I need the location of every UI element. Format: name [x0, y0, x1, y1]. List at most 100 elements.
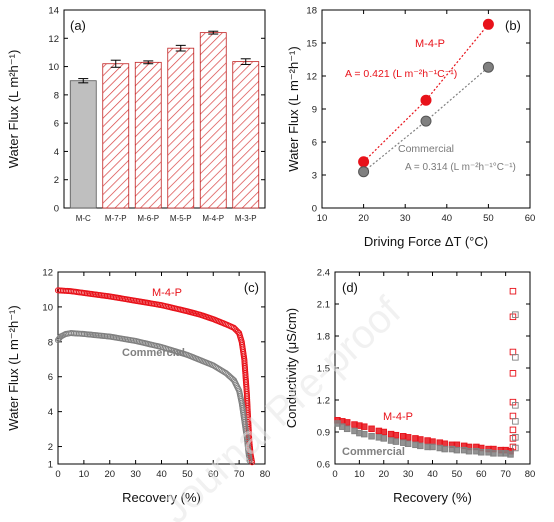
- x-tick-label: 80: [260, 469, 271, 480]
- y-tick-label: 2.1: [317, 300, 330, 311]
- y-tick-label: 6: [48, 372, 53, 383]
- data-point: [417, 436, 424, 443]
- x-category-label: M-3-P: [235, 214, 257, 223]
- panel-d-conductivity-vs-recovery: 0.6 0.9 1.2 1.5 1.8 2.1 2.4 0 10 20 30 40 50 60 70 80 Co…: [284, 268, 535, 506]
- y-tick-label: 3: [312, 171, 317, 182]
- data-point: [490, 450, 497, 457]
- data-point: [392, 438, 400, 445]
- x-tick-label: 0: [332, 469, 337, 480]
- x-axis-label: Recovery (%): [393, 490, 472, 505]
- y-tick-label: 14: [48, 6, 59, 17]
- series-label-commercial: Commercial: [122, 347, 185, 359]
- data-point: [343, 425, 351, 433]
- bar-m-3-p: [232, 61, 260, 209]
- series-label-m4p: M-4-P: [415, 38, 445, 50]
- data-point: [509, 348, 517, 356]
- panel-label: (a): [70, 18, 86, 33]
- x-tick-label: 60: [525, 213, 536, 224]
- data-point: [509, 370, 517, 377]
- panel-label: (d): [342, 280, 358, 295]
- series-label-commercial: Commercial: [342, 446, 405, 458]
- data-point: [358, 156, 370, 168]
- slope-annotation-commercial: A = 0.314 (L m⁻²h⁻¹°C⁻¹): [405, 162, 516, 173]
- y-tick-label: 2: [48, 442, 53, 453]
- x-tick-label: 50: [182, 469, 193, 480]
- x-tick-label: 40: [156, 469, 167, 480]
- x-tick-label: 70: [500, 469, 511, 480]
- y-tick-label: 0.6: [317, 460, 330, 471]
- x-tick-label: 30: [400, 213, 411, 224]
- y-tick-label: 9: [312, 105, 317, 116]
- data-point: [509, 287, 517, 295]
- data-point: [380, 435, 388, 442]
- y-tick-label: 4: [54, 147, 59, 158]
- data-point: [361, 423, 368, 430]
- x-tick-label: 20: [358, 213, 369, 224]
- series-label-m4p: M-4-P: [383, 411, 413, 423]
- x-category-label: M-6-P: [137, 214, 159, 223]
- y-tick-label: 2.4: [317, 268, 330, 279]
- y-axis-label: Water Flux (L m²h⁻¹): [6, 50, 21, 169]
- data-point: [404, 434, 412, 441]
- data-point: [404, 440, 412, 447]
- data-point: [392, 431, 400, 439]
- x-category-label: M-7-P: [105, 214, 127, 223]
- data-point: [380, 428, 388, 436]
- bar-m-5-p: [167, 47, 195, 209]
- data-point: [234, 328, 241, 335]
- data-point: [361, 430, 368, 438]
- data-point: [482, 18, 494, 30]
- panel-a-bar-chart: 0 2 4 6 8 10 12 14 Water Flux (L m²h⁻¹) (a) M-C M-7…: [6, 6, 266, 223]
- data-point: [512, 402, 519, 409]
- series-commercial-markers: [54, 330, 253, 464]
- data-point: [509, 426, 517, 434]
- y-tick-label: 0: [54, 204, 59, 215]
- x-category-label: M-4-P: [202, 214, 224, 223]
- y-axis-label: Water Flux (L m⁻²h⁻¹): [6, 305, 21, 430]
- bar-m-7-p: [102, 63, 130, 209]
- panel-label: (c): [244, 280, 259, 295]
- y-tick-label: 10: [42, 302, 53, 313]
- y-tick-label: 12: [306, 72, 317, 83]
- data-point: [453, 446, 461, 454]
- x-tick-label: 60: [208, 469, 219, 480]
- series-label-commercial: Commercial: [398, 143, 454, 155]
- data-point: [478, 449, 485, 456]
- y-axis-label: Water Flux (L m⁻²h⁻¹): [286, 46, 301, 171]
- x-category-label: M-5-P: [170, 214, 192, 223]
- bar-m-c: [69, 80, 97, 209]
- y-tick-label: 8: [48, 337, 53, 348]
- data-point: [509, 412, 517, 420]
- data-point: [368, 433, 375, 440]
- data-point: [441, 445, 448, 453]
- y-tick-label: 0: [312, 204, 317, 215]
- x-tick-label: 40: [442, 213, 453, 224]
- x-tick-label: 80: [525, 469, 536, 480]
- slope-annotation-m4p: A = 0.421 (L m⁻²h⁻¹C⁻¹): [345, 68, 457, 80]
- series-commercial-markers: [334, 311, 519, 458]
- data-point: [429, 438, 436, 445]
- data-point: [343, 419, 351, 426]
- data-point: [507, 451, 514, 458]
- x-tick-label: 0: [55, 469, 60, 480]
- data-point: [512, 444, 519, 452]
- y-tick-label: 4: [48, 407, 53, 418]
- y-tick-label: 6: [54, 119, 59, 130]
- x-tick-label: 50: [483, 213, 494, 224]
- y-tick-label: 6: [312, 138, 317, 149]
- y-tick-label: 0.9: [317, 428, 330, 439]
- y-axis-label: Conductivity (μS/cm): [284, 308, 299, 428]
- panel-b-driving-force-scatter: 0 3 6 9 12 15 18 10 20 30 40 50 60 Water Flux (L m⁻²h…: [286, 6, 535, 250]
- bar-m-4-p: [199, 32, 227, 209]
- series-label-m4p: M-4-P: [152, 287, 182, 299]
- panel-label: (b): [505, 18, 521, 33]
- x-tick-label: 60: [476, 469, 487, 480]
- data-point: [429, 443, 436, 451]
- bar-m-6-p: [134, 61, 162, 209]
- x-category-label: M-C: [76, 214, 91, 223]
- x-tick-label: 10: [354, 469, 365, 480]
- x-tick-label: 70: [234, 469, 245, 480]
- x-tick-label: 20: [104, 469, 115, 480]
